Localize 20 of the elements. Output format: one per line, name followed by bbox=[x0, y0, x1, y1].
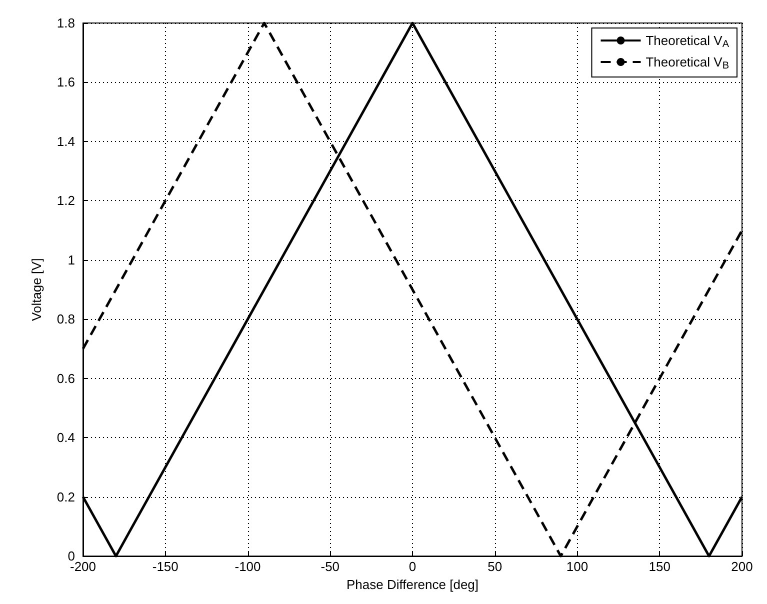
y-tick-label: 1.6 bbox=[56, 74, 75, 90]
x-tick-label: 200 bbox=[731, 559, 753, 574]
y-tick-label: 0.2 bbox=[56, 489, 75, 504]
x-tick-label: 50 bbox=[488, 559, 502, 574]
y-tick-label: 1.8 bbox=[56, 16, 75, 30]
x-tick-label: -100 bbox=[234, 559, 261, 574]
x-tick-label: 150 bbox=[648, 559, 670, 574]
y-tick-label: 1 bbox=[68, 252, 75, 268]
x-tick-label: -150 bbox=[152, 559, 178, 574]
x-tick-label: 0 bbox=[408, 559, 416, 574]
y-tick-label: 1.2 bbox=[56, 193, 75, 208]
y-tick-label: 0.6 bbox=[56, 370, 75, 386]
y-tick-label: 0.4 bbox=[56, 430, 75, 446]
x-axis-title: Phase Difference [deg] bbox=[346, 577, 479, 592]
y-tick-label: 1.4 bbox=[56, 134, 75, 149]
y-axis-title: Voltage [V] bbox=[29, 258, 44, 321]
y-tick-label: 0.8 bbox=[56, 312, 75, 327]
x-tick-label: 100 bbox=[566, 559, 588, 574]
x-tick-label: -50 bbox=[320, 559, 340, 574]
y-tick-label: 0 bbox=[68, 548, 75, 564]
